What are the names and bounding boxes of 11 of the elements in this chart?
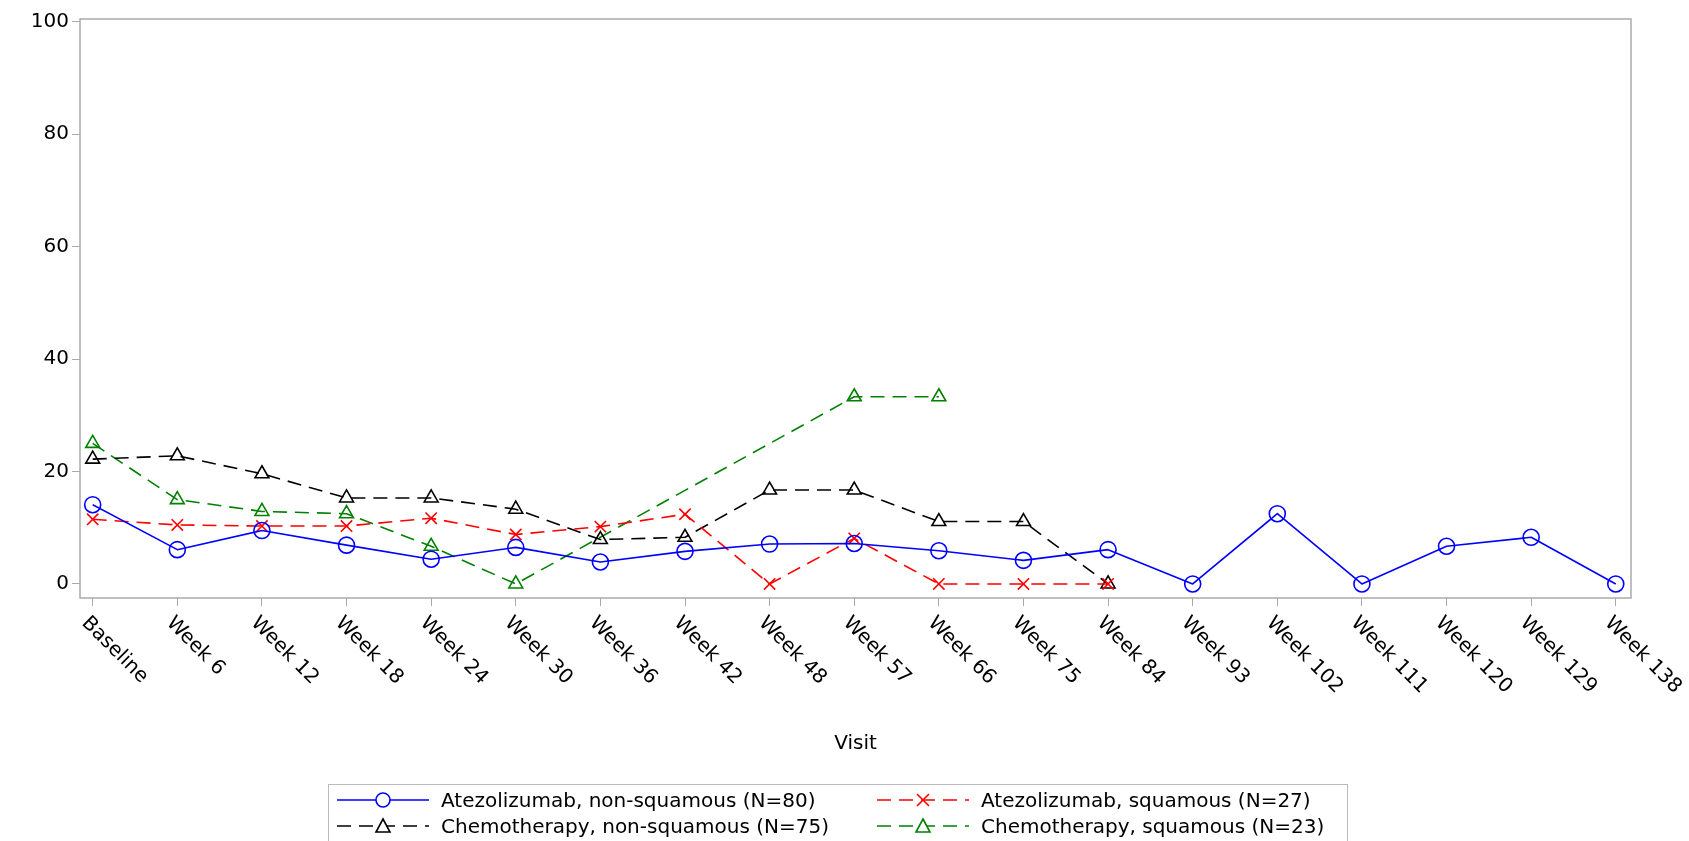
y-tick-label: 40	[43, 345, 69, 370]
legend-label: Atezolizumab, non-squamous (N=80)	[441, 788, 816, 812]
y-tick-label: 80	[43, 120, 69, 145]
y-tick-label: 20	[43, 457, 69, 482]
y-tick-label: 0	[56, 570, 69, 595]
legend-label: Atezolizumab, squamous (N=27)	[981, 788, 1311, 812]
legend-label: Chemotherapy, squamous (N=23)	[981, 814, 1325, 838]
legend-label: Chemotherapy, non-squamous (N=75)	[441, 814, 830, 838]
y-tick-label: 100	[30, 8, 69, 33]
y-tick-label: 60	[43, 232, 69, 257]
x-axis-title: Visit	[834, 730, 877, 755]
